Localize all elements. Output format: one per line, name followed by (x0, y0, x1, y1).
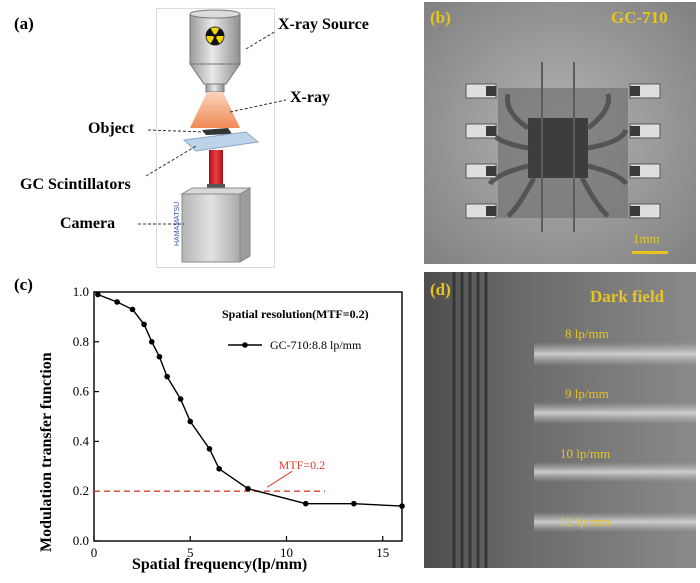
scintillator-label: GC Scintillators (20, 176, 131, 193)
x-tick-label: 10 (280, 545, 293, 560)
schematic-drawing (180, 9, 260, 263)
legend-title: Spatial resolution(MTF=0.2) (222, 307, 369, 321)
radiation-icon (205, 26, 225, 46)
data-point (95, 291, 101, 298)
xray-source-label: X-ray Source (278, 16, 369, 33)
panel-b-label: (b) (430, 8, 451, 27)
data-point (141, 321, 147, 328)
y-tick-label: 0.0 (73, 533, 89, 548)
x-tick-label: 0 (91, 545, 98, 560)
y-axis-title: Modulation transfer function (38, 352, 55, 552)
panel-c-label: (c) (14, 275, 33, 294)
light-emission (209, 150, 223, 184)
legend-series-label: GC-710:8.8 lp/mm (270, 338, 362, 352)
y-tick-label: 0.2 (73, 483, 89, 498)
data-point (351, 500, 357, 507)
camera-body (180, 187, 252, 263)
schematic-leader-lines (138, 30, 287, 225)
x-axis-title: Spatial frequency(lp/mm) (132, 556, 308, 573)
plot-frame (93, 291, 403, 542)
data-point (129, 306, 136, 313)
scintillator-plate (182, 131, 260, 152)
data-point (399, 503, 405, 509)
x-tick-label: 5 (187, 545, 194, 560)
y-tick-label: 0.4 (73, 433, 90, 448)
data-point (206, 446, 213, 452)
object-label: Object (88, 120, 135, 137)
data-point (187, 418, 194, 425)
mtf-threshold-arrow (266, 470, 293, 488)
camera-label: Camera (60, 215, 116, 232)
y-tick-label: 0.6 (73, 384, 90, 399)
pattern-label-8: 8 lp/mm (565, 326, 609, 341)
data-point (216, 465, 222, 472)
mtf-chart: 0 5 10 15 0.0 0.2 0.4 0.6 0.8 1.0 MTF=0.2 Spatial r… (73, 284, 405, 560)
mtf-threshold-label: MTF=0.2 (279, 458, 325, 472)
pattern-label-9: 9 lp/mm (565, 386, 609, 401)
panel-b-title: GC-710 (611, 8, 668, 27)
scale-bar (632, 251, 668, 254)
object-sample (202, 128, 232, 135)
panel-b-image (424, 2, 696, 264)
data-point (164, 373, 170, 380)
panel-d-title: Dark field (590, 287, 665, 306)
data-point (302, 500, 309, 507)
panel-a-label: (a) (14, 14, 34, 33)
schematic-frame (156, 8, 275, 268)
xray-beam (190, 92, 240, 128)
data-point (177, 396, 184, 402)
y-tick-label: 0.8 (73, 334, 89, 349)
resolution-target-image (424, 272, 696, 568)
panel-d-label: (d) (430, 280, 451, 299)
data-point (156, 353, 163, 360)
data-point (114, 299, 120, 305)
y-tick-label: 1.0 (73, 284, 89, 299)
chip-radiograph (424, 2, 696, 264)
x-tick-label: 15 (376, 545, 389, 560)
pattern-label-12: 12 lp/mm (560, 514, 611, 529)
xray-label: X-ray (290, 89, 330, 106)
legend-marker (242, 342, 248, 348)
pattern-label-10: 10 lp/mm (560, 446, 611, 461)
data-point (148, 339, 155, 345)
scale-bar-label: 1mm (633, 231, 660, 246)
data-point (245, 485, 251, 492)
panel-d-image (424, 272, 696, 568)
